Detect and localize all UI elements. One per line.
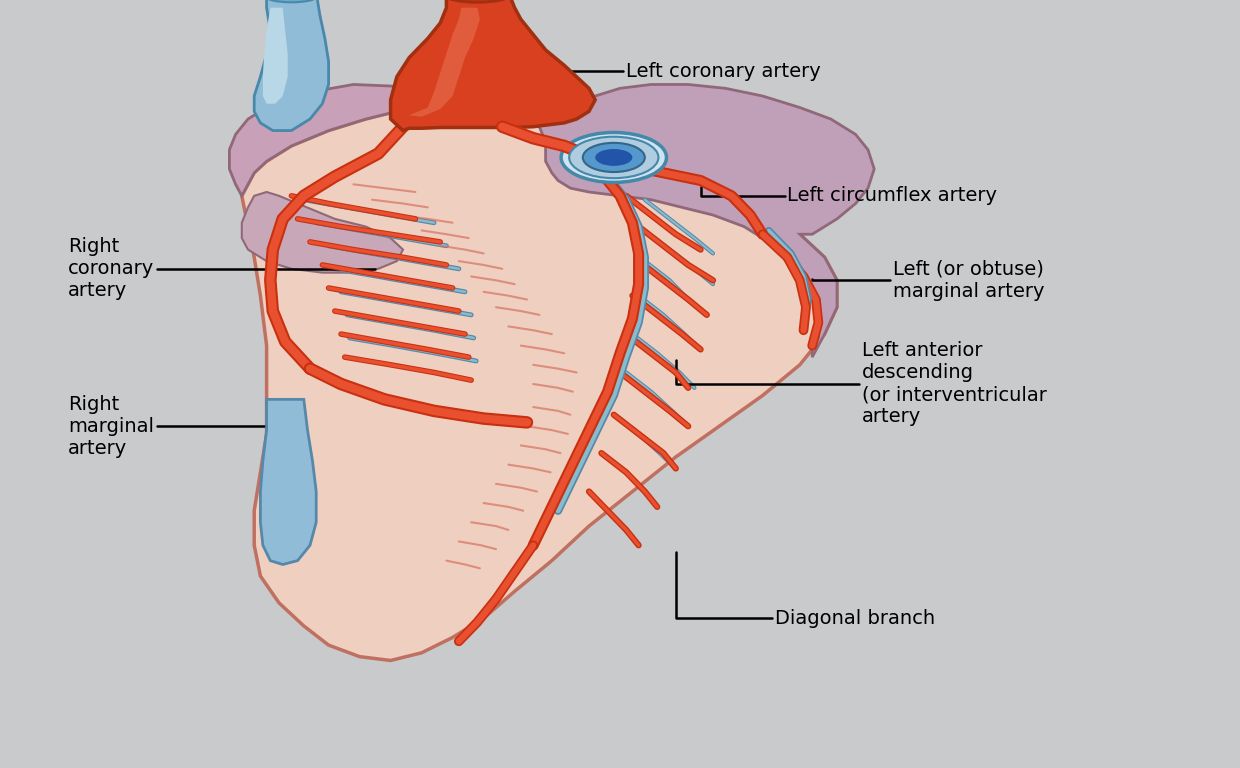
Ellipse shape <box>265 0 317 2</box>
Text: Left coronary artery: Left coronary artery <box>515 61 821 124</box>
Polygon shape <box>409 8 480 117</box>
Text: Right
marginal
artery: Right marginal artery <box>68 395 304 458</box>
Polygon shape <box>254 0 329 131</box>
Polygon shape <box>242 192 403 273</box>
Polygon shape <box>391 0 595 131</box>
Text: Left anterior
descending
(or interventricular
artery: Left anterior descending (or interventri… <box>676 342 1047 426</box>
Text: Left circumflex artery: Left circumflex artery <box>701 187 997 205</box>
Text: Right
coronary
artery: Right coronary artery <box>68 237 376 300</box>
Polygon shape <box>260 399 316 564</box>
Ellipse shape <box>560 132 667 183</box>
Polygon shape <box>539 84 874 357</box>
Polygon shape <box>263 8 288 104</box>
Text: Diagonal branch: Diagonal branch <box>676 552 935 627</box>
Polygon shape <box>229 84 508 196</box>
Ellipse shape <box>569 137 658 178</box>
Text: Left (or obtuse)
marginal artery: Left (or obtuse) marginal artery <box>812 260 1044 301</box>
Ellipse shape <box>583 143 645 172</box>
Ellipse shape <box>595 149 632 166</box>
Polygon shape <box>242 108 837 660</box>
Ellipse shape <box>444 0 512 2</box>
